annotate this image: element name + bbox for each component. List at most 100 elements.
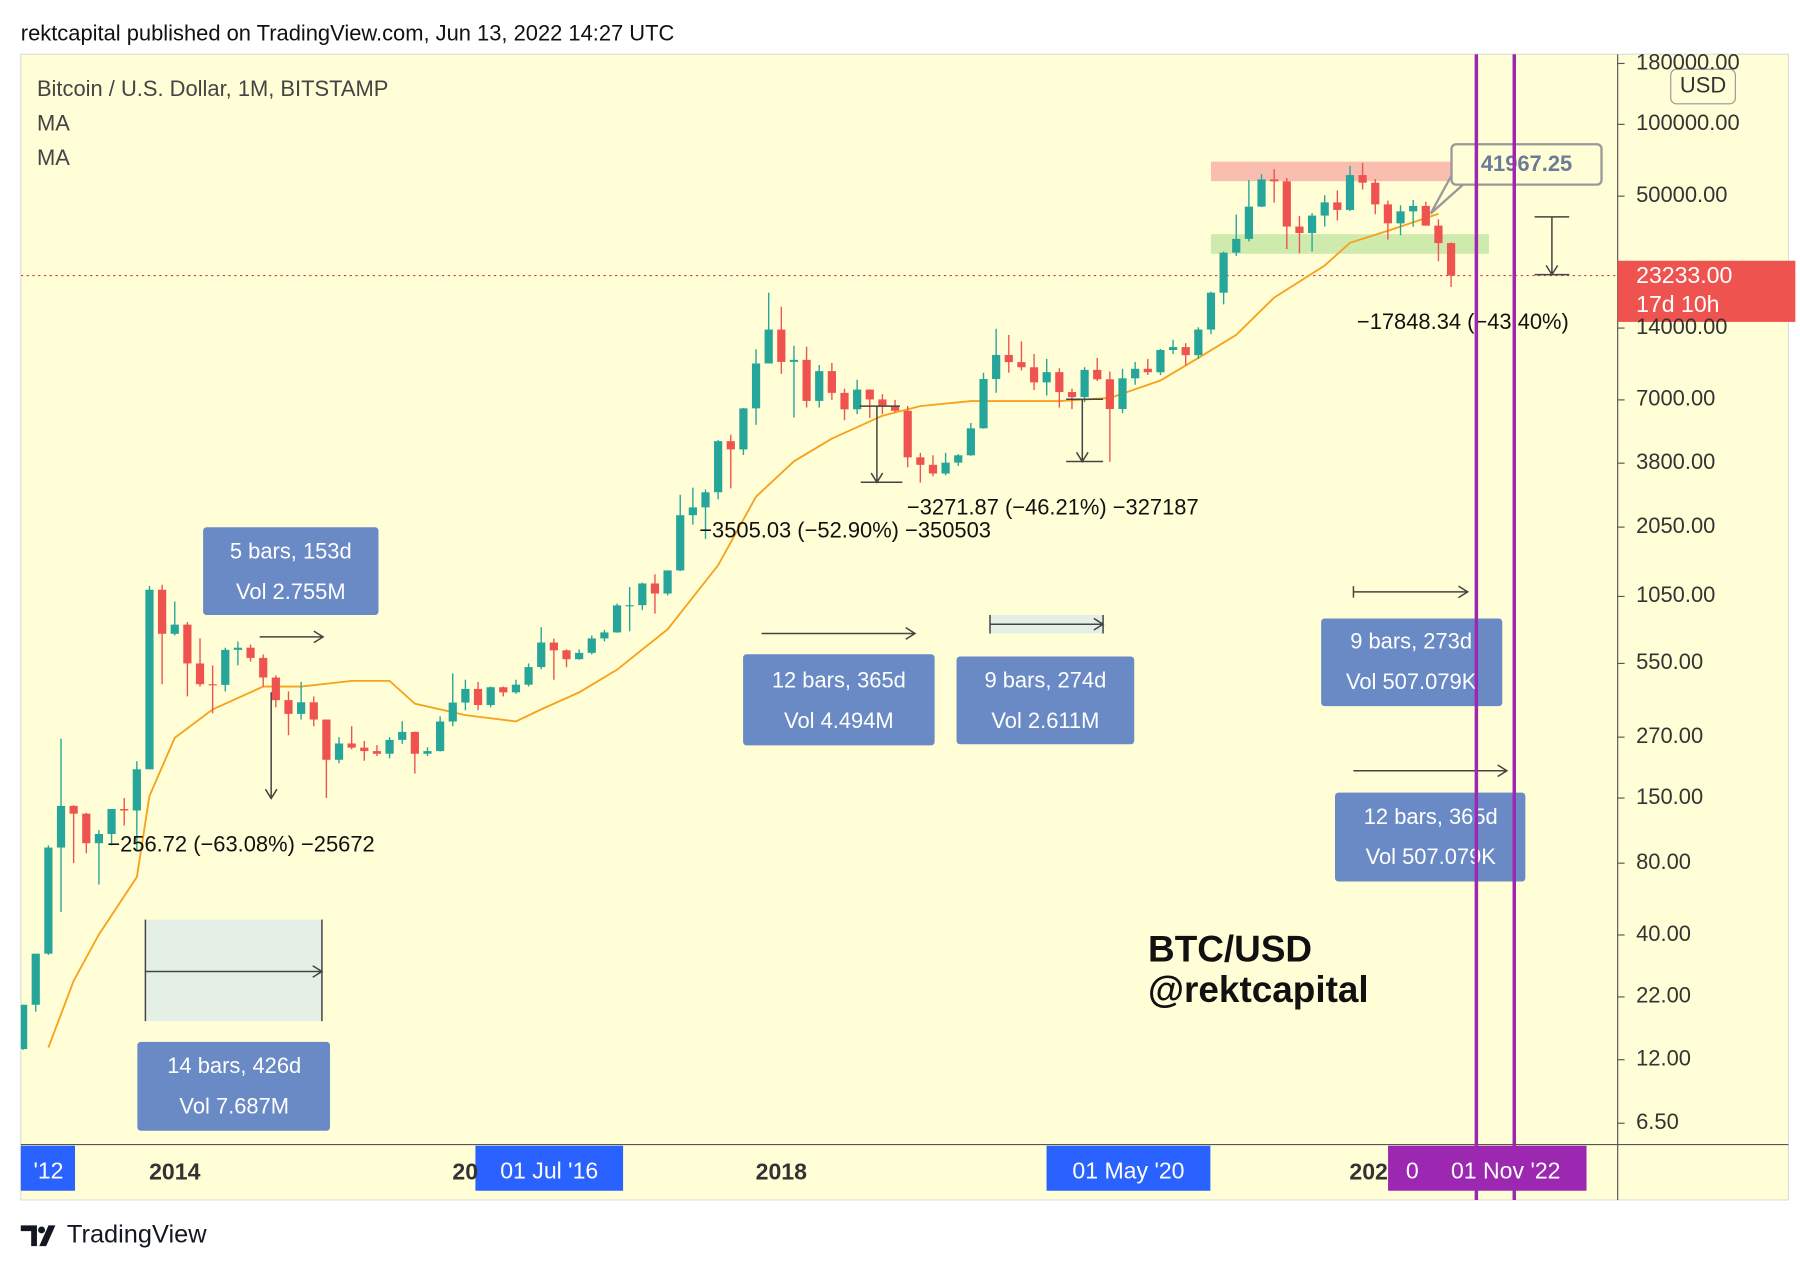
candle-body: [1093, 369, 1102, 380]
candle-body: [511, 684, 521, 693]
candle-body: [524, 667, 533, 685]
candle-body: [966, 428, 975, 456]
legend-item: MA: [37, 145, 70, 170]
x-highlight-box: [475, 1145, 624, 1191]
candle-body: [1345, 175, 1355, 210]
candle-body: [751, 363, 761, 409]
y-tick-label: 3800.00: [1636, 449, 1715, 474]
candle-body: [170, 624, 179, 634]
range-shade: [145, 919, 322, 1022]
candle-body: [1421, 205, 1430, 226]
candle-body: [1371, 182, 1380, 205]
y-tick-label: 270.00: [1636, 723, 1703, 748]
callout-price: 41967.25: [1481, 151, 1572, 176]
candle-body: [1055, 372, 1064, 393]
candle-body: [1434, 225, 1443, 244]
x-highlight-label: 01 May '20: [1072, 1157, 1184, 1183]
candle-body: [827, 371, 836, 393]
measure-text: Vol 507.079K: [1366, 844, 1497, 869]
measure-text: 14 bars, 426d: [167, 1053, 301, 1078]
candle-body: [347, 743, 356, 748]
candle-body: [120, 808, 129, 811]
candle-body: [436, 721, 445, 752]
candle-body: [638, 583, 647, 606]
candle-body: [410, 731, 419, 754]
candle-body: [1131, 368, 1140, 379]
measure-text: 12 bars, 365d: [772, 668, 906, 693]
candle-body: [802, 359, 811, 401]
candle-body: [398, 731, 407, 740]
candle-body: [739, 408, 748, 450]
candle-body: [789, 359, 799, 362]
legend-item: MA: [37, 110, 70, 135]
candle-body: [916, 457, 925, 465]
measure-text: Vol 507.079K: [1346, 669, 1477, 694]
candle-body: [309, 702, 318, 720]
candle-body: [31, 953, 40, 1005]
candle-body: [271, 677, 280, 701]
unit-box: [1670, 68, 1736, 105]
candle-body: [562, 650, 571, 660]
candle-body: [549, 642, 558, 651]
change-label: −17848.34 (−43.40%): [1357, 309, 1569, 334]
candle-body: [954, 455, 963, 463]
header: rektcapital published on TradingView.com…: [21, 20, 675, 45]
footer-brand: TradingView: [67, 1220, 207, 1248]
candle-body: [1042, 372, 1051, 383]
candle-body: [676, 515, 685, 571]
candle-body: [979, 379, 988, 429]
candle-body: [1383, 204, 1393, 224]
footer: TradingView: [20, 1220, 207, 1248]
measure-boxes: 5 bars, 153d Vol 2.755M 14 bars, 426d Vo…: [137, 527, 1526, 1131]
candle-body: [1270, 179, 1279, 182]
candle-body: [208, 684, 217, 686]
candle-body: [1194, 329, 1203, 356]
candle-body: [334, 743, 344, 760]
candle-body: [764, 329, 773, 364]
candle-body: [56, 805, 66, 848]
candle-body: [1156, 349, 1165, 373]
change-label: −3505.03 (−52.90%) −350503: [699, 518, 991, 543]
y-tick-label: 100000.00: [1636, 110, 1740, 135]
candle-body: [1219, 252, 1228, 293]
candle-body: [777, 329, 786, 362]
x-highlight-box: [1388, 1145, 1587, 1191]
y-tick-label: 550.00: [1636, 649, 1703, 674]
candle-body: [360, 747, 369, 752]
candle-body: [575, 652, 584, 660]
candle-body: [94, 834, 104, 844]
y-tick-label: 7000.00: [1636, 386, 1715, 411]
candle-body: [423, 751, 432, 754]
candle-body: [233, 647, 243, 650]
y-tick-label: 150.00: [1636, 784, 1703, 809]
candle-body: [612, 605, 622, 633]
candle-body: [1080, 369, 1089, 398]
candle-body: [486, 687, 495, 706]
candle-body: [1396, 211, 1405, 224]
measure-text: 5 bars, 153d: [230, 538, 352, 563]
candle-body: [297, 702, 306, 714]
candle-body: [688, 507, 697, 516]
candle-body: [701, 492, 710, 508]
candle-body: [1244, 206, 1253, 239]
candle-body: [1295, 226, 1304, 234]
candle-body: [1257, 179, 1266, 207]
last-price-box: [1617, 260, 1796, 322]
candle-body: [1232, 238, 1241, 253]
countdown-label: 17d 10h: [1636, 291, 1719, 317]
candle-body: [650, 583, 660, 594]
candle-body: [246, 647, 255, 658]
change-label: −256.72 (−63.08%) −25672: [107, 832, 374, 857]
candle-body: [499, 687, 508, 693]
x-tick-label: 20: [452, 1159, 478, 1185]
candle-body: [372, 751, 382, 754]
candle-body: [145, 589, 154, 770]
x-tick-label: 2018: [756, 1159, 807, 1185]
candle-body: [82, 813, 91, 844]
candle-body: [878, 399, 887, 406]
x-highlight-box: [1046, 1145, 1211, 1191]
candle-body: [587, 638, 596, 653]
candle-body: [1105, 379, 1114, 410]
candle-body: [663, 570, 672, 594]
